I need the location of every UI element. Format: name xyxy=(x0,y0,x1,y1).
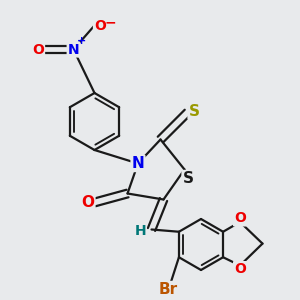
Text: O: O xyxy=(81,195,94,210)
Text: N: N xyxy=(68,43,79,56)
Text: Br: Br xyxy=(158,282,178,297)
Text: O: O xyxy=(94,19,106,32)
Text: +: + xyxy=(76,36,85,46)
Text: O: O xyxy=(32,43,44,56)
Text: N: N xyxy=(132,156,144,171)
Text: S: S xyxy=(183,171,194,186)
Text: S: S xyxy=(189,103,200,118)
Text: O: O xyxy=(234,262,246,276)
Text: −: − xyxy=(104,16,116,29)
Text: O: O xyxy=(234,212,246,225)
Text: H: H xyxy=(134,224,146,238)
